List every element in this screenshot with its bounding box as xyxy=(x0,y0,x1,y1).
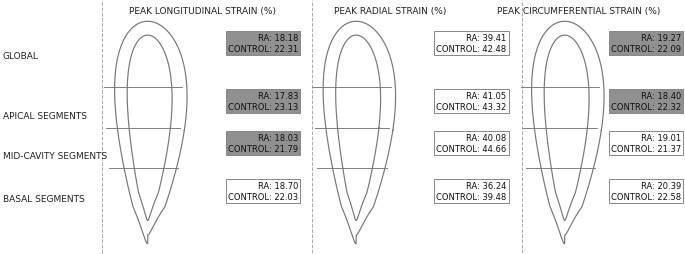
Text: GLOBAL: GLOBAL xyxy=(3,52,38,61)
Text: RA: 18.40
CONTROL: 22.32: RA: 18.40 CONTROL: 22.32 xyxy=(611,92,681,112)
Text: RA: 17.83
CONTROL: 23.13: RA: 17.83 CONTROL: 23.13 xyxy=(228,92,298,112)
Text: MID-CAVITY SEGMENTS: MID-CAVITY SEGMENTS xyxy=(3,152,107,161)
Text: PEAK CIRCUMFERENTIAL STRAIN (%): PEAK CIRCUMFERENTIAL STRAIN (%) xyxy=(497,7,660,16)
Text: RA: 41.05
CONTROL: 43.32: RA: 41.05 CONTROL: 43.32 xyxy=(436,92,507,112)
Text: RA: 20.39
CONTROL: 22.58: RA: 20.39 CONTROL: 22.58 xyxy=(611,182,681,201)
Text: RA: 18.03
CONTROL: 21.79: RA: 18.03 CONTROL: 21.79 xyxy=(228,134,298,153)
Text: PEAK RADIAL STRAIN (%): PEAK RADIAL STRAIN (%) xyxy=(334,7,447,16)
Text: RA: 39.41
CONTROL: 42.48: RA: 39.41 CONTROL: 42.48 xyxy=(436,34,507,53)
Text: APICAL SEGMENTS: APICAL SEGMENTS xyxy=(3,111,87,120)
Text: RA: 19.27
CONTROL: 22.09: RA: 19.27 CONTROL: 22.09 xyxy=(611,34,681,53)
Text: RA: 40.08
CONTROL: 44.66: RA: 40.08 CONTROL: 44.66 xyxy=(436,134,507,153)
Text: RA: 18.18
CONTROL: 22.31: RA: 18.18 CONTROL: 22.31 xyxy=(228,34,298,53)
Text: RA: 19.01
CONTROL: 21.37: RA: 19.01 CONTROL: 21.37 xyxy=(610,134,681,153)
Text: RA: 18.70
CONTROL: 22.03: RA: 18.70 CONTROL: 22.03 xyxy=(228,182,298,201)
Text: PEAK LONGITUDINAL STRAIN (%): PEAK LONGITUDINAL STRAIN (%) xyxy=(129,7,276,16)
Text: BASAL SEGMENTS: BASAL SEGMENTS xyxy=(3,195,84,203)
Text: RA: 36.24
CONTROL: 39.48: RA: 36.24 CONTROL: 39.48 xyxy=(436,182,507,201)
